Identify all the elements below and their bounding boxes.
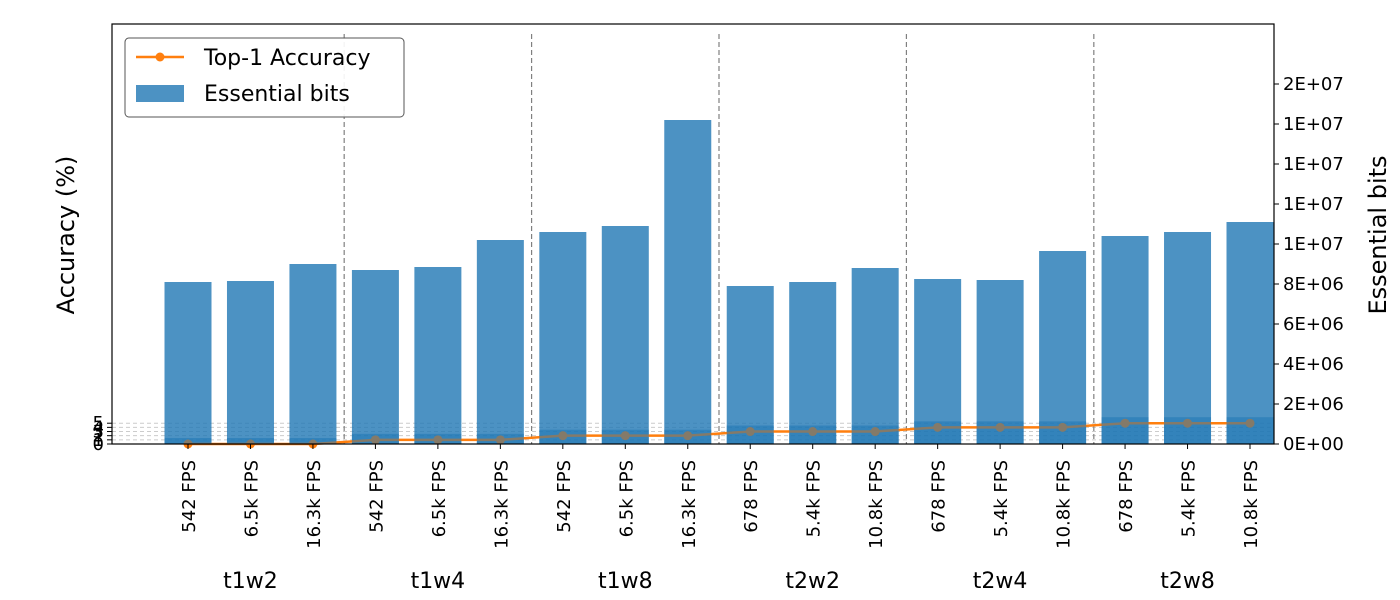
right-y-tick-label: 0E+00 <box>1283 434 1344 455</box>
right-y-tick-label: 1E+07 <box>1283 194 1344 215</box>
right-y-tick-label: 8E+06 <box>1283 274 1344 295</box>
bar <box>1039 251 1087 444</box>
bar <box>164 282 212 444</box>
x-tick-label: 5.4k FPS <box>991 460 1012 537</box>
x-tick-label: 542 FPS <box>554 460 575 533</box>
bar-overlay <box>726 425 774 444</box>
bar <box>1226 222 1274 444</box>
legend-line-marker <box>155 52 165 62</box>
bar <box>1164 232 1212 444</box>
bar <box>851 268 899 444</box>
left-y-tick-label: 4 <box>93 417 104 438</box>
group-label: t1w8 <box>598 569 653 594</box>
right-y-tick-label: 4E+06 <box>1283 354 1344 375</box>
bar <box>601 226 649 444</box>
x-tick-label: 10.8k FPS <box>866 460 887 549</box>
group-labels: t1w2 t1w4 t1w8 t2w2 t2w4 t2w8 <box>223 569 1215 594</box>
bar <box>289 264 337 444</box>
bar <box>226 281 274 444</box>
bar <box>976 280 1024 444</box>
x-tick-label: 10.8k FPS <box>1054 460 1075 549</box>
axes <box>111 23 1275 445</box>
bar-overlay <box>789 425 837 444</box>
x-tick-label: 16.3k FPS <box>304 460 325 549</box>
left-y-tick-label: 0 <box>93 434 104 455</box>
right-y-tick-labels: 0E+00 2E+06 4E+06 6E+06 8E+06 1E+07 1E+07 1E+07… <box>1274 74 1344 455</box>
legend-label-accuracy: Top-1 Accuracy <box>203 46 371 71</box>
bar-overlay <box>539 429 587 444</box>
bar-overlay <box>976 421 1024 444</box>
group-label: t2w4 <box>973 569 1028 594</box>
legend: Top-1 Accuracy Essential bits <box>124 37 405 118</box>
bar-overlay <box>164 438 212 444</box>
bar-overlay <box>1039 421 1087 444</box>
x-tick-label: 5.4k FPS <box>1179 460 1200 537</box>
bar-overlay <box>851 425 899 444</box>
right-y-tick-label: 1E+07 <box>1283 114 1344 135</box>
left-y-tick-label: 5 <box>93 413 104 434</box>
bar <box>539 232 587 444</box>
group-label: t1w2 <box>223 569 278 594</box>
legend-bar-swatch <box>136 85 184 102</box>
legend-box <box>124 37 405 118</box>
x-tick-labels: 542 FPS 6.5k FPS 16.3k FPS 542 FPS 6.5k FPS 1… <box>179 444 1262 549</box>
bar <box>726 286 774 444</box>
bar-overlay <box>601 429 649 444</box>
x-tick-label: 678 FPS <box>1116 460 1137 533</box>
group-label: t2w8 <box>1160 569 1215 594</box>
x-tick-label: 6.5k FPS <box>429 460 450 537</box>
group-label: t2w2 <box>785 569 840 594</box>
x-tick-label: 6.5k FPS <box>241 460 262 537</box>
bar <box>414 267 462 444</box>
left-y-tick-label: 1 <box>93 430 104 451</box>
x-tick-label: 542 FPS <box>366 460 387 533</box>
right-y-tick-label: 1E+07 <box>1283 234 1344 255</box>
bar <box>789 282 837 444</box>
right-y-tick-label: 2E+06 <box>1283 394 1344 415</box>
bar-overlay <box>1101 417 1149 444</box>
bar-overlay <box>914 421 962 444</box>
x-tick-label: 678 FPS <box>741 460 762 533</box>
right-y-tick-label: 1E+07 <box>1283 154 1344 175</box>
bar-overlay <box>289 438 337 444</box>
x-tick-label: 678 FPS <box>929 460 950 533</box>
x-tick-label: 5.4k FPS <box>804 460 825 537</box>
bar-overlay <box>476 433 524 444</box>
bar-overlay <box>414 433 462 444</box>
bar-overlay <box>1226 417 1274 444</box>
group-label: t1w4 <box>411 569 466 594</box>
bar <box>914 279 962 444</box>
right-y-tick-label: 6E+06 <box>1283 314 1344 335</box>
x-tick-label: 542 FPS <box>179 460 200 533</box>
right-y-tick-label: 2E+07 <box>1283 74 1344 95</box>
bar-overlay <box>351 433 399 444</box>
bar <box>351 270 399 444</box>
right-axis-title: Essential bits <box>1364 155 1392 314</box>
bar-overlay <box>226 438 274 444</box>
accuracy-line <box>164 417 1274 449</box>
bar <box>1101 236 1149 444</box>
left-axis-title: Accuracy (%) <box>52 156 80 315</box>
bar <box>476 240 524 444</box>
bars <box>164 120 1274 444</box>
bar-overlay <box>664 429 712 444</box>
bar <box>664 120 712 444</box>
x-tick-label: 16.3k FPS <box>491 460 512 549</box>
x-tick-label: 6.5k FPS <box>616 460 637 537</box>
bar-overlay <box>1164 417 1212 444</box>
plot-frame <box>111 23 1275 445</box>
left-y-tick-label: 3 <box>93 422 104 443</box>
x-tick-label: 10.8k FPS <box>1241 460 1262 549</box>
x-tick-label: 16.3k FPS <box>679 460 700 549</box>
legend-label-bits: Essential bits <box>204 82 350 107</box>
left-y-tick-label: 2 <box>93 426 104 447</box>
